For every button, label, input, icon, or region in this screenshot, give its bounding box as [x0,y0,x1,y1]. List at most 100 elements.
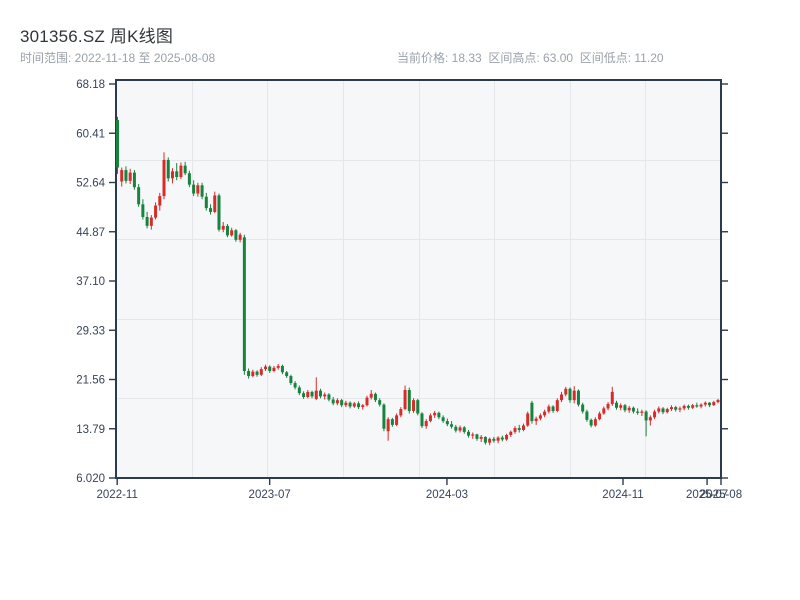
candle-body [276,365,280,368]
page-title: 301356.SZ 周K线图 [20,27,174,46]
candle-body [310,391,314,397]
candle-body [209,208,213,212]
candle-body [568,388,572,401]
candle-body [445,421,449,425]
candle-body [187,173,191,185]
candle-body [551,406,555,411]
candle-body [712,402,716,406]
candle-body [293,383,297,388]
candle-body [124,170,128,181]
candle-body [509,431,513,436]
candle-body [272,367,276,372]
candle-body [297,387,301,394]
candle-body [428,415,432,422]
candle-body [373,393,377,401]
candle-body [225,225,229,236]
candle-body [390,419,394,425]
y-axis-label: 6.020 [76,473,105,485]
candle-body [280,365,284,373]
candle-body [365,397,369,406]
candle-body [543,411,547,416]
candle-body [479,436,483,439]
candle-body [623,405,627,411]
candle-body [585,411,589,420]
candle-body [116,120,119,168]
candle-body [589,419,593,426]
candle-body [217,195,221,230]
candle-body [221,225,225,230]
candle-body [488,438,492,443]
candle-body [154,205,158,218]
candle-body [695,405,699,407]
candle-body [175,171,179,178]
candle-body [699,404,703,407]
candle-body [661,408,665,413]
candle-body [335,400,339,404]
candle-body [496,437,500,441]
candle-body [378,400,382,405]
candle-body [200,185,204,197]
candle-body [441,417,445,422]
candle-body [149,217,153,226]
candle-body [128,172,132,181]
candle-body [648,417,652,421]
candle-body [196,185,200,194]
candle-body [230,230,234,236]
candle-body [348,402,352,407]
grid-lines [116,80,721,478]
candle-body [534,418,538,422]
candle-body [555,400,559,411]
candle-body [653,411,657,418]
candle-body [576,390,580,405]
candle-body [500,437,504,440]
candle-body [644,411,648,421]
candle-body [657,408,661,412]
candle-body [517,428,521,430]
candle-body [344,402,348,406]
price-summary-label: 当前价格: 18.33 区间高点: 63.00 区间低点: 11.20 [397,51,664,65]
x-axis-label: 2024-03 [426,489,468,501]
candle-body [327,394,331,400]
candle-body [564,388,568,395]
candle-body [602,408,606,414]
candle-body [678,408,682,410]
candle-body [285,372,289,377]
candle-body [416,400,420,414]
candle-body [424,421,428,427]
candle-body [403,390,407,410]
candle-body [183,165,187,174]
candle-body [242,237,246,372]
candle-body [407,390,411,411]
y-axis-label: 52.64 [76,178,105,190]
candle-body [412,400,416,411]
candle-body [234,230,238,240]
y-axis-label: 37.10 [76,276,105,288]
candle-body [357,403,361,408]
candle-body [492,438,496,441]
candle-body [513,428,517,432]
candle-body [521,425,525,430]
candle-body [581,404,585,412]
candle-body [483,436,487,443]
x-axis-label: 2024-11 [602,489,643,501]
candle-body [462,427,466,432]
candle-body [640,411,644,413]
x-axis-label: 2022-11 [97,489,138,501]
candle-body [526,413,530,426]
candle-body [213,195,217,212]
candle-body [716,399,720,403]
y-axis-label: 68.18 [76,79,105,91]
candles [116,116,720,446]
candle-body [264,366,268,370]
candle-body [137,187,141,205]
candle-body [708,402,712,406]
y-axis-label: 44.87 [76,227,105,239]
candle-body [547,406,551,412]
candle-body [369,393,373,398]
candle-body [674,407,678,410]
candle-body [340,400,344,406]
candle-body [386,419,390,432]
candle-body [631,407,635,412]
candle-body [615,402,619,408]
